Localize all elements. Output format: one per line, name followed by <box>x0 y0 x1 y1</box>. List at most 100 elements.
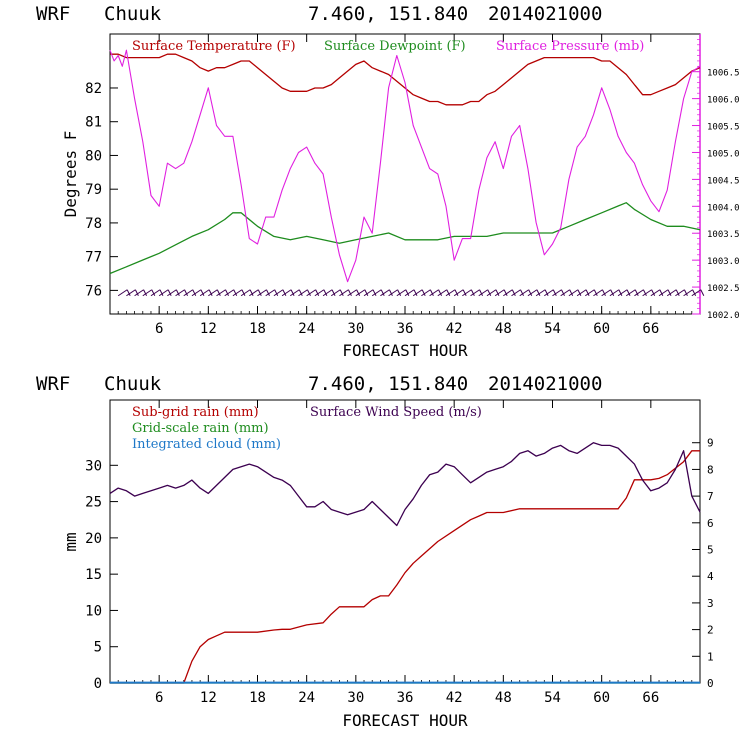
panel1-plot-frame <box>109 33 701 315</box>
wind-barb-flag <box>315 289 320 296</box>
wind-barb-flag <box>143 289 148 296</box>
wind-barb-flag <box>667 289 672 296</box>
wind-barb-flag <box>413 289 418 296</box>
wind-barb-flag <box>282 289 287 296</box>
wind-barb-flag <box>462 289 467 296</box>
x-tick-label: 18 <box>249 690 266 706</box>
panel2-y2-ticks: 0 1 2 3 4 5 6 7 8 9 <box>692 437 714 690</box>
y2-tick-label: 1006.0 <box>707 96 740 106</box>
y-tick-label: 25 <box>85 495 102 511</box>
x-tick-label: 42 <box>446 690 463 706</box>
wind-barb-flag <box>552 289 557 296</box>
wind-barb <box>593 289 603 297</box>
wind-barb-flag <box>618 289 623 296</box>
y2-tick-label: 0 <box>707 677 714 690</box>
wind-barb-flag <box>216 289 221 296</box>
wind-barb-flag <box>159 289 164 296</box>
y-tick-label: 78 <box>85 216 102 232</box>
wind-barb-flag <box>454 289 459 296</box>
wind-barb-flag <box>405 289 410 296</box>
wind-barb <box>519 289 529 297</box>
y-tick-label: 80 <box>85 148 102 164</box>
x-tick-label: 24 <box>298 321 315 337</box>
wind-barb-flag <box>380 289 385 296</box>
panel1-y-ticks: 76 77 78 79 80 81 82 <box>85 81 118 299</box>
y-tick-label: 76 <box>85 283 102 299</box>
panel1-station-label: Chuuk <box>104 3 162 25</box>
wind-barb-flag <box>233 289 238 296</box>
wind-barb-flag <box>544 289 549 296</box>
wind-barb <box>117 289 128 297</box>
y-tick-label: 82 <box>85 81 102 97</box>
wind-barb-flag <box>372 289 377 296</box>
legend-dewpoint: Surface Dewpoint (F) <box>324 39 466 54</box>
wind-barb <box>126 289 136 297</box>
panel2-coords-label: 7.460, 151.840 <box>308 373 468 395</box>
wind-barb-flag <box>503 289 508 296</box>
wind-barb <box>675 289 685 297</box>
wind-barb-flag <box>151 289 156 296</box>
series-line-surface-wind-speed-m-s <box>109 442 701 527</box>
x-tick-label: 30 <box>347 690 364 706</box>
wind-barb <box>601 289 611 297</box>
wind-barb-flag <box>659 289 664 296</box>
wind-barb <box>355 289 366 297</box>
wind-barb-flag <box>249 289 254 296</box>
y-tick-label: 20 <box>85 531 102 547</box>
wind-barb <box>396 289 407 297</box>
wind-barb <box>142 289 153 297</box>
y2-tick-label: 1003.5 <box>707 230 740 240</box>
wind-barb <box>421 289 431 297</box>
temperature-panel: WRF Chuuk 7.460, 151.840 2014021000 6 12 1… <box>36 3 740 360</box>
wind-barb <box>208 289 218 297</box>
wind-barb <box>535 289 546 297</box>
x-tick-label: 42 <box>446 321 463 337</box>
y2-tick-label: 1002.0 <box>707 311 740 321</box>
wind-barb-flag <box>134 289 139 296</box>
wind-barb-flag <box>241 289 246 296</box>
wind-barb <box>445 289 456 297</box>
wind-barb-flag <box>184 289 189 296</box>
wind-barb <box>298 289 308 297</box>
wind-barb-flag <box>602 289 606 296</box>
panel1-x-axis-label: FORECAST HOUR <box>342 341 468 360</box>
wind-barb <box>290 289 300 297</box>
wind-barb-flag <box>192 289 197 296</box>
wind-barb-flag <box>700 289 705 296</box>
wind-barb <box>511 289 521 297</box>
panel1-y2-ticks: 1002.0 1002.5 1003.0 1003.5 1004.0 1004.5 1005… <box>692 39 740 321</box>
legend-temperature: Surface Temperature (F) <box>132 39 296 54</box>
x-tick-label: 48 <box>495 690 512 706</box>
wind-barb <box>322 289 333 297</box>
panel2-y-axis-label: mm <box>61 532 80 551</box>
y-tick-label: 79 <box>85 182 102 198</box>
wind-barb-flag <box>331 289 336 296</box>
wind-barb-flag <box>634 289 639 296</box>
wind-barb <box>503 289 513 297</box>
wind-barb <box>134 289 144 297</box>
panel1-y-axis-label: Degrees F <box>61 131 80 218</box>
y2-tick-label: 1004.0 <box>707 203 740 213</box>
panel1-date-label: 2014021000 <box>488 3 602 25</box>
wind-barb <box>585 289 595 297</box>
wind-barb <box>281 289 292 297</box>
wind-barb <box>552 289 562 297</box>
y2-tick-label: 1002.5 <box>707 284 740 294</box>
wind-barb <box>232 289 243 297</box>
wind-barb-flag <box>323 289 328 296</box>
x-tick-label: 12 <box>200 321 217 337</box>
panel1-x-ticks: 6 12 18 24 30 36 42 48 54 60 66 <box>117 34 693 337</box>
wind-barb <box>560 289 570 297</box>
wind-barb-flag <box>167 289 172 296</box>
y2-tick-label: 1004.5 <box>707 176 740 186</box>
panel1-coords-label: 7.460, 151.840 <box>308 3 468 25</box>
wind-barb <box>453 289 464 297</box>
x-tick-label: 6 <box>155 321 163 337</box>
panel2-x-axis-label: FORECAST HOUR <box>342 711 468 730</box>
wind-barb-flag <box>429 289 434 296</box>
panel2-station-label: Chuuk <box>104 373 162 395</box>
wind-barb <box>478 289 489 297</box>
wind-barb-flag <box>642 289 647 296</box>
wind-barb <box>412 289 423 297</box>
